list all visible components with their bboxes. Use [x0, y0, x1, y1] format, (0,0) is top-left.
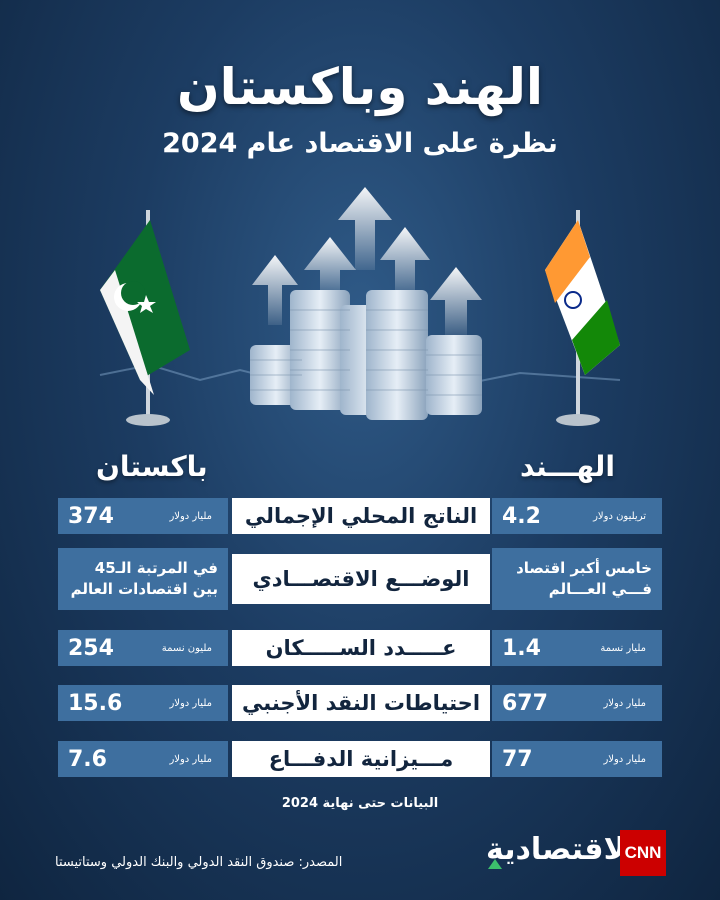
brand-logo-text: الاقتصادية	[486, 832, 637, 867]
cnn-logo: CNN	[620, 830, 666, 876]
indicator-economy-status: الوضـــع الاقتصـــادي	[232, 554, 490, 604]
page-title: الهند وباكستان	[176, 58, 544, 116]
india-label: الهـــند	[520, 450, 615, 483]
hero-illustration	[99, 187, 621, 426]
table-row: مليار دولار 15.6 احتياطات النقد الأجنبي …	[0, 685, 720, 721]
pakistan-flag-icon	[100, 210, 190, 426]
indicator-fx-reserves: احتياطات النقد الأجنبي	[232, 685, 490, 721]
indicator-gdp: الناتج المحلي الإجمالي	[232, 498, 490, 534]
pakistan-fx-reserves: مليار دولار 15.6	[58, 685, 228, 721]
growth-arrows	[252, 187, 482, 335]
india-economy-status: خامس أكبر اقتصاد فـــي العـــالم	[492, 548, 662, 610]
pakistan-label: باكستان	[96, 450, 208, 483]
india-gdp: تريليون دولار 4.2	[492, 498, 662, 534]
india-flag-icon	[545, 210, 620, 426]
table-row: مليار دولار 374 الناتج المحلي الإجمالي ت…	[0, 498, 720, 534]
coin-stacks	[250, 290, 482, 420]
page-subtitle: نظرة على الاقتصاد عام 2024	[162, 128, 558, 159]
data-note: البيانات حتى نهاية 2024	[281, 796, 439, 811]
pakistan-defense-budget: مليار دولار 7.6	[58, 741, 228, 777]
pakistan-gdp: مليار دولار 374	[58, 498, 228, 534]
table-row: مليون نسمة 254 عـــــدد الســـــكان مليا…	[0, 630, 720, 666]
indicator-defense-budget: مـــيزانية الدفـــاع	[232, 741, 490, 777]
pakistan-population: مليون نسمة 254	[58, 630, 228, 666]
india-fx-reserves: مليار دولار 677	[492, 685, 662, 721]
source-text: المصدر: صندوق النقد الدولي والبنك الدولي…	[55, 855, 343, 870]
brand-accent-icon	[488, 859, 502, 869]
india-population: مليار نسمة 1.4	[492, 630, 662, 666]
india-defense-budget: مليار دولار 77	[492, 741, 662, 777]
indicator-population: عـــــدد الســـــكان	[232, 630, 490, 666]
pakistan-economy-status: في المرتبة الـ45 بين اقتصادات العالم	[58, 548, 228, 610]
table-row: مليار دولار 7.6 مـــيزانية الدفـــاع ملي…	[0, 741, 720, 777]
table-row: في المرتبة الـ45 بين اقتصادات العالم الو…	[0, 548, 720, 610]
